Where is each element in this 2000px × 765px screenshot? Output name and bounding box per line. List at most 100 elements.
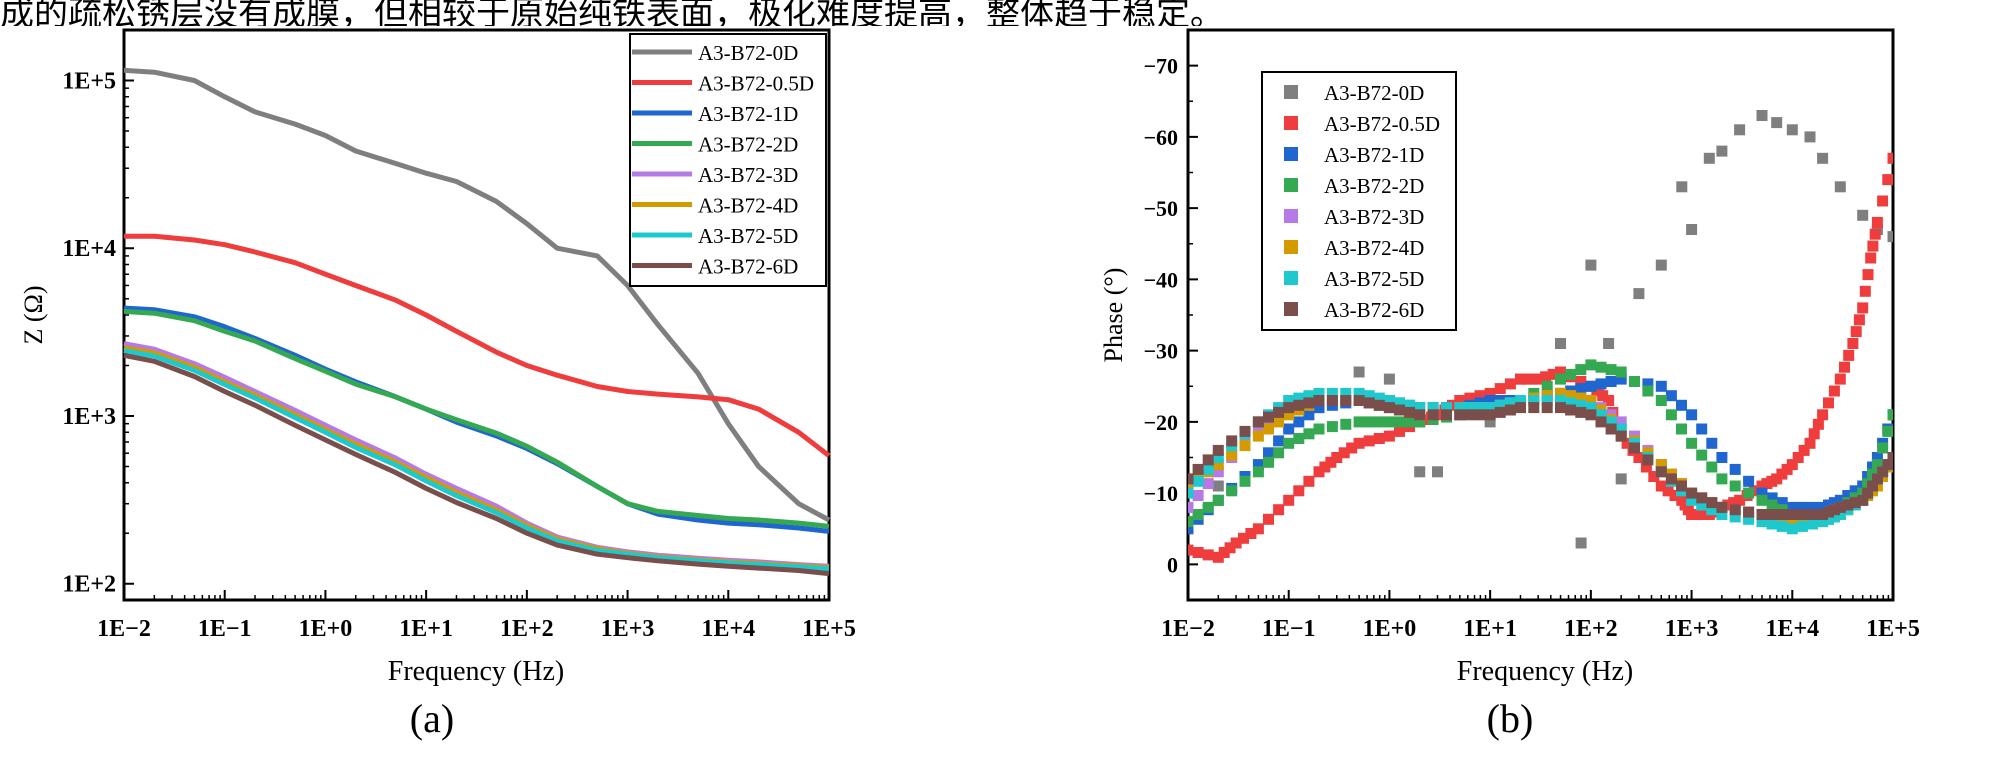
- data-point-b-7: [1373, 399, 1385, 411]
- data-point-b-1: [1834, 373, 1846, 385]
- data-point-b-3: [1766, 499, 1778, 511]
- x-tick-label-a: 1E+3: [601, 616, 655, 642]
- data-point-b-7: [1706, 497, 1718, 509]
- data-point-b-7: [1743, 506, 1755, 518]
- legend-a: A3-B72-0D A3-B72-0.5D A3-B72-1D A3-B72-2D A3…: [629, 33, 827, 287]
- data-point-b-1: [1363, 435, 1375, 447]
- data-point-b-2: [1776, 497, 1788, 509]
- legend-swatch-b: [1284, 302, 1298, 316]
- data-point-b-5: [1263, 423, 1274, 435]
- data-point-b-1: [1722, 499, 1734, 511]
- legend-label-b: A3-B72-4D: [1324, 236, 1424, 260]
- data-point-b-7: [1716, 501, 1728, 513]
- y-tick-label-b: −30: [1143, 339, 1178, 364]
- data-point-b-7: [1867, 480, 1878, 492]
- data-point-b-6: [1414, 402, 1426, 414]
- data-point-b-1: [1331, 452, 1343, 463]
- data-point-b-3: [1394, 416, 1405, 428]
- data-point-b-3: [1202, 501, 1214, 513]
- x-tick-label-a: 1E−2: [97, 616, 151, 642]
- data-point-b-1: [1749, 485, 1760, 497]
- data-point-b-2: [1756, 487, 1768, 499]
- data-point-b-1: [1325, 456, 1337, 468]
- data-point-b-1: [1245, 528, 1257, 539]
- x-tick-label-b: 1E+2: [1564, 616, 1618, 642]
- data-point-b-6: [1504, 397, 1516, 409]
- data-point-b-1: [1283, 494, 1295, 506]
- data-point-b-2: [1676, 399, 1687, 411]
- data-point-b-3: [1404, 416, 1416, 428]
- data-point-b-2: [1696, 423, 1708, 435]
- data-point-b-3: [1192, 509, 1204, 520]
- data-point-b-2: [1283, 423, 1295, 435]
- y-tick-label-b: −70: [1143, 54, 1178, 79]
- data-point-b-5: [1555, 387, 1566, 399]
- data-point-b-6: [1756, 516, 1768, 528]
- data-point-b-7: [1494, 406, 1506, 418]
- data-point-b-7: [1454, 409, 1466, 421]
- data-point-b-7: [1786, 509, 1798, 520]
- data-point-b-6: [1192, 475, 1204, 487]
- x-tick-label-b: 1E+3: [1665, 616, 1719, 642]
- data-point-b-5: [1655, 459, 1667, 471]
- data-point-b-3: [1676, 423, 1687, 435]
- x-tick-label-b: 1E+0: [1363, 616, 1417, 642]
- series-line-a-1: [124, 233, 831, 458]
- data-point-b-3: [1414, 416, 1426, 428]
- legend-swatch-b: [1284, 240, 1298, 254]
- x-tick-label-b: 1E+4: [1765, 616, 1819, 642]
- data-point-b-5: [1575, 392, 1587, 404]
- data-point-b-1: [1224, 542, 1236, 554]
- data-point-b-5: [1273, 416, 1285, 428]
- data-point-b-3: [1615, 366, 1627, 378]
- data-point-b-3: [1729, 480, 1741, 492]
- x-tick-label-a: 1E+4: [701, 616, 755, 642]
- data-point-b-0: [1585, 259, 1597, 271]
- data-point-b-1: [1877, 195, 1889, 207]
- data-point-b-1: [1230, 537, 1242, 549]
- data-point-b-2: [1188, 523, 1194, 535]
- data-point-b-1: [1547, 368, 1559, 380]
- data-point-b-7: [1877, 466, 1889, 478]
- data-point-b-0: [1353, 366, 1365, 378]
- data-point-b-0: [1734, 124, 1746, 136]
- legend-swatch-b: [1284, 147, 1298, 161]
- data-point-b-7: [1303, 397, 1315, 409]
- data-point-b-3: [1595, 361, 1607, 373]
- data-point-b-7: [1871, 473, 1883, 485]
- data-point-b-6: [1541, 395, 1553, 406]
- data-point-b-2: [1716, 452, 1728, 463]
- data-point-b-6: [1484, 402, 1496, 414]
- data-point-b-1: [1202, 549, 1214, 561]
- data-point-b-7: [1283, 402, 1295, 414]
- data-point-b-2: [1595, 378, 1607, 390]
- data-point-b-7: [1642, 454, 1654, 466]
- data-point-b-1: [1887, 152, 1893, 164]
- data-point-b-7: [1729, 504, 1741, 516]
- data-point-b-4: [1192, 490, 1204, 501]
- data-point-b-3: [1303, 428, 1315, 440]
- data-point-b-7: [1202, 454, 1214, 466]
- data-point-b-1: [1857, 302, 1869, 314]
- data-point-b-1: [1532, 373, 1544, 385]
- data-point-b-6: [1494, 399, 1506, 411]
- data-point-b-1: [1603, 395, 1615, 406]
- data-point-b-7: [1313, 395, 1325, 406]
- data-point-b-0: [1655, 259, 1667, 271]
- data-point-b-5: [1585, 395, 1597, 406]
- legend-label-a: A3-B72-4D: [698, 194, 798, 218]
- data-point-b-3: [1706, 461, 1718, 473]
- y-tick-label-a: 1E+5: [62, 68, 116, 94]
- data-point-b-0: [1212, 480, 1224, 492]
- y-tick-label-a: 1E+4: [62, 236, 116, 262]
- data-point-b-6: [1293, 392, 1305, 404]
- legend-label-b: A3-B72-5D: [1324, 267, 1424, 291]
- data-point-b-6: [1575, 399, 1587, 411]
- data-point-b-5: [1565, 390, 1577, 402]
- data-point-b-0: [1575, 537, 1587, 549]
- data-point-b-6: [1743, 513, 1755, 525]
- legend-label-a: A3-B72-2D: [698, 133, 798, 157]
- data-point-b-2: [1252, 459, 1264, 471]
- data-point-b-6: [1528, 395, 1540, 406]
- data-point-b-0: [1703, 152, 1715, 164]
